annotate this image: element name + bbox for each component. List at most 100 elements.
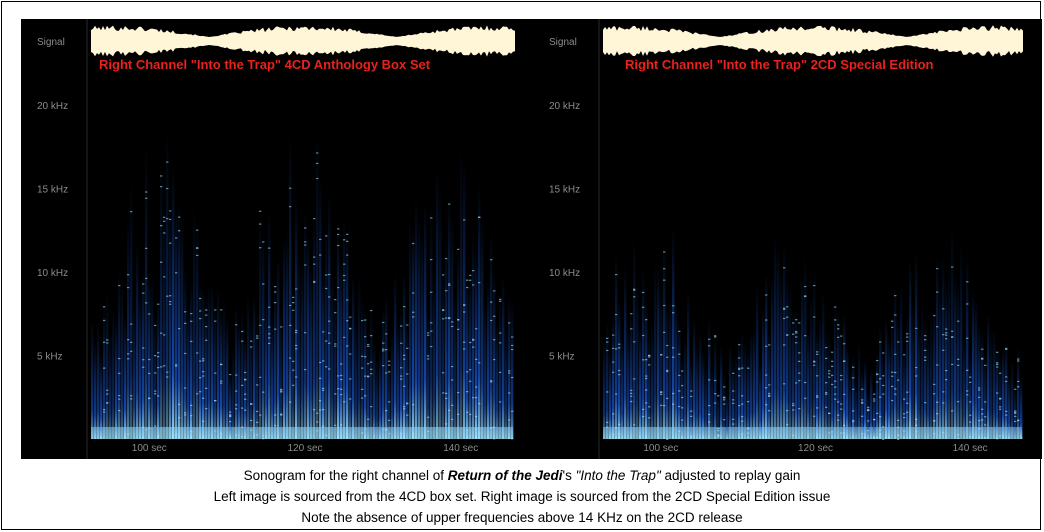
spectrum-column (774, 235, 777, 439)
spectrum-column (735, 351, 738, 439)
spectrum-harmonic (999, 372, 1002, 374)
spectrum-column (244, 337, 247, 439)
spectrum-harmonic (828, 370, 831, 372)
spectrum-harmonic (873, 398, 876, 400)
spectrum-harmonic (837, 401, 840, 403)
spectrum-harmonic (475, 358, 478, 360)
spectrum-harmonic (346, 345, 349, 347)
spectrum-harmonic (915, 431, 918, 433)
spectrum-harmonic (250, 402, 253, 405)
spectrum-column (795, 309, 798, 439)
spectrum-harmonic (361, 355, 364, 357)
spectrum-harmonic (861, 401, 864, 403)
spectrum-harmonic (672, 392, 675, 395)
spectrum-column (493, 271, 496, 439)
spectrum-column (157, 299, 160, 439)
sonogram-4cd: Signal Right Channel "Into the Trap" 4CD… (37, 19, 515, 459)
spectrum-column (729, 343, 732, 439)
spectrum-harmonic (469, 274, 472, 276)
spectrum-harmonic (792, 403, 795, 405)
spectrum-column (918, 317, 921, 439)
spectrum-harmonic (229, 411, 232, 413)
spectrum-harmonic (882, 393, 885, 395)
spectrum-harmonic (412, 242, 415, 245)
spectrum-column (403, 273, 406, 439)
spectrum-harmonic (816, 353, 819, 355)
spectrum-column (454, 292, 457, 439)
spectrum-harmonic (1005, 348, 1008, 351)
spectrum-harmonic (894, 353, 897, 355)
spectrum-column (229, 372, 232, 439)
spectrum-harmonic (451, 379, 454, 381)
spectrum-harmonic (328, 332, 331, 334)
spectrum-column (325, 221, 328, 439)
spectrum-column (172, 166, 175, 439)
spectrum-harmonic (103, 341, 106, 343)
spectrum-harmonic (891, 371, 894, 373)
spectrum-harmonic (942, 402, 945, 404)
spectrum-harmonic (723, 419, 726, 421)
spectrum-harmonic (747, 427, 750, 429)
spectrum-harmonic (879, 429, 882, 431)
spectrum-harmonic (490, 381, 493, 383)
spectrum-column (232, 347, 235, 439)
spectrum-harmonic (792, 434, 795, 436)
spectrum-harmonic (472, 397, 475, 399)
spectrum-harmonic (831, 360, 834, 362)
spectrum-harmonic (190, 312, 193, 315)
spectrum-harmonic (319, 400, 322, 402)
caption-film-title: Return of the Jedi (447, 468, 563, 483)
spectrum-harmonic (690, 436, 693, 439)
spectrum-harmonic (340, 393, 343, 396)
spectrum-harmonic (681, 436, 684, 438)
spectrum-harmonic (837, 414, 840, 416)
spectrum-harmonic (738, 368, 741, 370)
spectrum-harmonic (882, 375, 885, 377)
spectrum-harmonic (361, 319, 364, 322)
spectrum-harmonic (466, 411, 469, 413)
spectrum-harmonic (427, 355, 430, 357)
spectrum-harmonic (690, 395, 693, 398)
spectrum-harmonic (867, 408, 870, 411)
spectrum-harmonic (205, 325, 208, 328)
spectrum-harmonic (648, 406, 651, 408)
spectrum-harmonic (981, 358, 984, 360)
spectrum-harmonic (163, 232, 166, 234)
spectrum-column (654, 262, 657, 439)
spectrum-harmonic (457, 391, 460, 394)
spectrum-column (193, 204, 196, 439)
spectrum-column (367, 339, 370, 439)
spectrum-area (91, 130, 514, 440)
spectrum-harmonic (723, 386, 726, 388)
spectrum-harmonic (103, 411, 106, 413)
spectrum-harmonic (891, 375, 894, 377)
spectrum-column (909, 259, 912, 439)
spectrum-harmonic (295, 331, 298, 334)
spectrum-harmonic (412, 292, 415, 294)
spectrum-harmonic (903, 436, 906, 439)
spectrum-harmonic (792, 322, 795, 324)
spectrum-harmonic (1005, 380, 1008, 383)
spectrum-harmonic (103, 319, 106, 322)
spectrum-harmonic (660, 404, 663, 406)
spectrum-harmonic (660, 391, 663, 393)
spectrum-harmonic (876, 381, 879, 383)
spectrum-harmonic (184, 414, 187, 416)
spectrum-harmonic (178, 403, 181, 405)
spectrum-harmonic (322, 389, 325, 391)
spectrum-column (472, 232, 475, 439)
spectrum-harmonic (367, 343, 370, 346)
spectrum-harmonic (966, 281, 969, 283)
spectrum-column (295, 199, 298, 439)
spectrum-column (822, 292, 825, 439)
spectrum-harmonic (478, 362, 481, 364)
spectrum-column (669, 294, 672, 439)
spectrum-column (810, 291, 813, 439)
spectrum-harmonic (118, 409, 121, 412)
spectrum-harmonic (220, 309, 223, 311)
spectrum-harmonic (879, 433, 882, 435)
spectrum-harmonic (945, 378, 948, 381)
spectrum-harmonic (130, 323, 133, 325)
spectrum-harmonic (412, 404, 415, 406)
spectrum-column (349, 313, 352, 439)
